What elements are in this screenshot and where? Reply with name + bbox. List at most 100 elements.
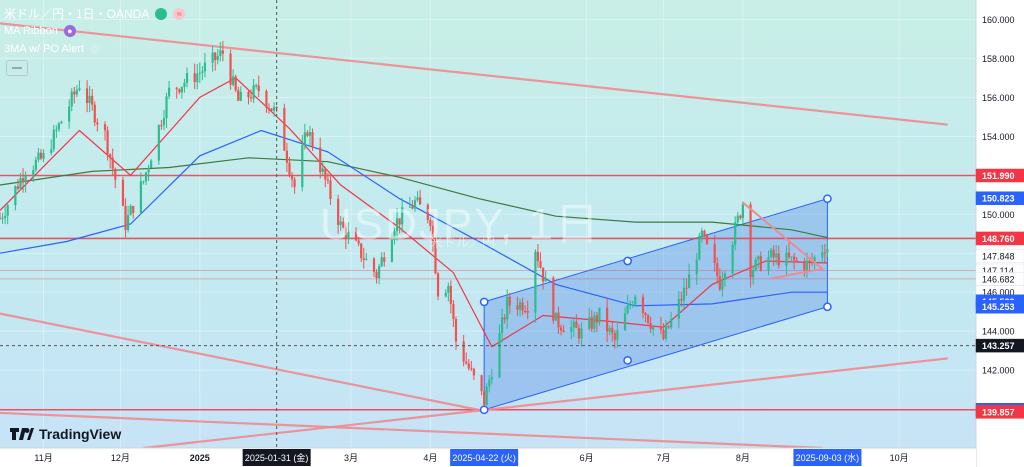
- candle: [652, 326, 655, 336]
- triangle-drawing: [742, 201, 825, 280]
- candle: [616, 321, 619, 348]
- ma-ribbon-legend[interactable]: MA Ribbon ●: [4, 25, 76, 37]
- candle-body: [60, 121, 63, 124]
- candle: [662, 323, 665, 341]
- candle: [680, 291, 683, 307]
- candle: [670, 311, 673, 330]
- candle-body: [21, 178, 25, 183]
- candle: [508, 292, 511, 314]
- candle-body: [265, 91, 268, 108]
- candle: [467, 359, 470, 371]
- time-highlight-label: 2025-01-31 (金): [242, 449, 311, 466]
- candle: [193, 63, 196, 90]
- candle: [823, 243, 826, 263]
- time-tick-label: 3月: [344, 453, 358, 463]
- price-label: 150.823: [975, 191, 1024, 205]
- candle-body: [595, 315, 598, 323]
- time-axis: 11月 12月 2025 3月 4月 6月 7月 8月 10月 2025-01-31 (金) 202…: [0, 447, 976, 467]
- time-highlight-label: 2025-09-03 (水): [793, 449, 862, 466]
- candle-body: [124, 205, 127, 231]
- time-tick-label: 7月: [656, 453, 670, 463]
- candle: [590, 310, 593, 332]
- visibility-icon[interactable]: ◎: [90, 43, 100, 55]
- candle: [739, 214, 742, 220]
- price-tick-label: 158.000: [982, 54, 1015, 64]
- candle-body: [85, 88, 89, 103]
- candle: [634, 294, 637, 307]
- candle-body: [498, 332, 501, 378]
- candle-body: [272, 107, 276, 111]
- candle: [700, 227, 704, 243]
- price-label-bg: [975, 405, 1024, 419]
- price-tick-label: 156.000: [982, 93, 1015, 103]
- candle-body: [390, 239, 394, 262]
- candle: [485, 383, 488, 406]
- candle-body: [347, 231, 350, 240]
- candle: [718, 268, 721, 292]
- candle-body: [247, 91, 250, 98]
- candle: [203, 52, 207, 78]
- price-label: 143.257: [975, 338, 1024, 353]
- collapse-legend-button[interactable]: [6, 60, 28, 76]
- time-highlight-text: 2025-01-31 (金): [245, 452, 309, 463]
- candle-body: [518, 302, 522, 310]
- indicator-settings-icon[interactable]: ●: [63, 25, 76, 37]
- candle: [454, 316, 458, 350]
- candle-body: [311, 132, 314, 148]
- candle: [229, 49, 232, 90]
- candle: [267, 103, 271, 114]
- candle-body: [429, 220, 432, 226]
- candle-body: [426, 204, 429, 221]
- candle: [162, 109, 166, 131]
- tradingview-logo[interactable]: TradingView: [10, 426, 121, 442]
- time-highlight-text: 2025-04-22 (火): [452, 453, 516, 463]
- price-label-text: 150.823: [982, 194, 1015, 204]
- candle-body: [372, 258, 376, 272]
- po-alert-legend[interactable]: 3MA w/ PO Alert ◎: [4, 42, 100, 56]
- candle-body: [378, 266, 381, 278]
- candle-body: [393, 231, 396, 240]
- channel-handle: [623, 256, 632, 266]
- candle-body: [562, 330, 565, 333]
- candle: [378, 263, 381, 285]
- candle-body: [462, 341, 465, 362]
- candle: [55, 125, 58, 139]
- candle-body: [360, 243, 363, 259]
- candle: [682, 278, 686, 309]
- candle: [285, 142, 289, 172]
- candle-body: [700, 230, 704, 236]
- candle: [255, 83, 258, 90]
- candle: [541, 267, 545, 290]
- candle: [329, 174, 332, 205]
- candle-body: [483, 391, 486, 406]
- candle: [311, 128, 314, 151]
- candle: [283, 103, 286, 152]
- candle-body: [221, 50, 224, 54]
- candle-body: [606, 307, 609, 332]
- candle: [490, 368, 493, 385]
- candle-body: [413, 200, 417, 209]
- price-label: 151.990: [975, 168, 1024, 183]
- candle-body: [467, 363, 470, 369]
- candle: [360, 242, 363, 263]
- candle: [503, 314, 506, 324]
- candle-body: [559, 327, 563, 331]
- price-label: 145.253: [975, 299, 1024, 314]
- candle-body: [680, 298, 683, 301]
- candle-body: [447, 285, 450, 293]
- candle: [593, 311, 596, 333]
- symbol-legend[interactable]: 米ドル／円・1日・OANDA ≈: [4, 5, 186, 22]
- ma-ribbon-label: MA Ribbon: [4, 25, 58, 37]
- candle: [57, 121, 61, 132]
- candle-body: [106, 130, 109, 155]
- candle-body: [572, 321, 575, 328]
- price-label-bg: [975, 191, 1024, 205]
- candle-body: [754, 259, 757, 270]
- time-highlight-text: 2025-09-03 (水): [796, 452, 860, 463]
- alert-icon[interactable]: ≈: [173, 7, 186, 20]
- candle-body: [114, 168, 117, 180]
- candle-body: [93, 104, 96, 123]
- candle: [4, 206, 7, 225]
